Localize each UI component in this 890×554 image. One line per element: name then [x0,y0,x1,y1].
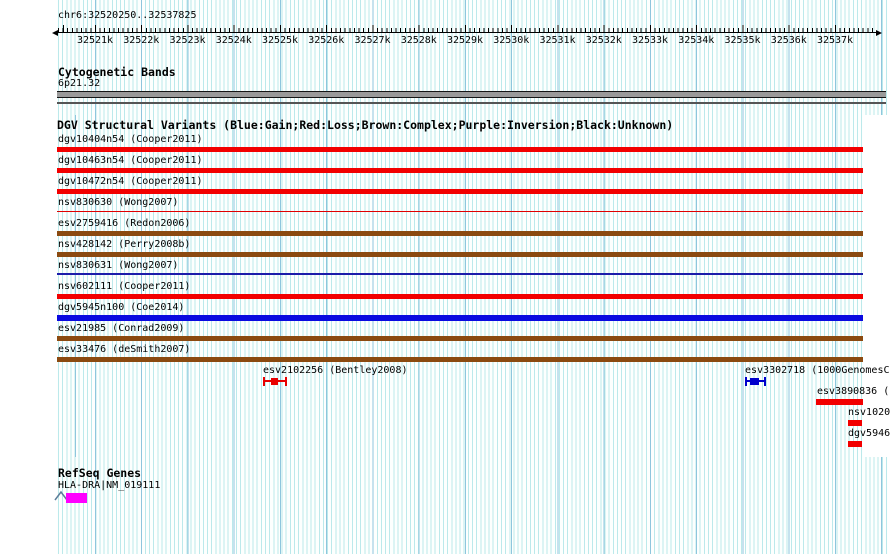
variant-label: esv33476 (deSmith2007) [58,344,191,355]
ruler-tick-label: 32531k [539,35,576,46]
variant-bar[interactable] [57,252,863,257]
variant-bar[interactable] [57,357,863,362]
refseq-section-title: RefSeq Genes [58,466,142,480]
range-glyph-capR [764,377,766,386]
variant-label: esv3890836 ( [817,386,890,397]
ruler-tick-label: 32528k [400,35,437,46]
variant-label: esv2102256 (Bentley2008) [263,365,408,376]
range-glyph-capL [263,377,265,386]
cytoband-section-title: Cytogenetic Bands [58,65,176,79]
ruler-tick-label: 32525k [261,35,299,46]
variant-bar[interactable] [57,147,863,152]
grid-background-genes [57,457,888,554]
gene-name-label: HLA-DRA|NM_019111 [58,480,161,491]
variant-bar[interactable] [57,189,863,194]
ruler-tick-label: 32527k [354,35,391,46]
gene-intron-caret-icon [54,490,68,501]
variant-label: dgv10463n54 (Cooper2011) [58,155,203,166]
variant-bar[interactable] [57,336,863,341]
variant-label: esv2759416 (Redon2006) [58,218,191,229]
variant-bar[interactable] [57,168,863,173]
ruler-tick-label: 32522k [123,35,160,46]
ruler-tick-label: 32534k [678,35,715,46]
variant-bar[interactable] [57,231,863,236]
ruler-tick-label: 32537k [816,35,854,46]
range-glyph-capL [745,377,747,386]
variant-bar[interactable] [848,441,862,447]
variant-bar[interactable] [57,273,863,275]
variant-bar[interactable] [57,315,863,321]
variant-label: nsv830630 (Wong2007) [58,197,179,208]
variant-range-glyph[interactable] [263,377,287,386]
variant-label: nsv428142 (Perry2008b) [58,239,191,250]
ruler-right-arrow-icon [876,30,882,36]
variant-label: esv21985 (Conrad2009) [58,323,185,334]
dgv-section-title: DGV Structural Variants (Blue:Gain;Red:L… [57,118,674,132]
ruler-tick-label: 32535k [724,35,761,46]
variant-bar[interactable] [848,420,862,426]
variant-label: dgv10472n54 (Cooper2011) [58,176,203,187]
variant-bar[interactable] [816,399,863,405]
variant-label: nsv830631 (Wong2007) [58,260,179,271]
variant-label: nsv602111 (Cooper2011) [58,281,191,292]
variant-bar[interactable] [57,211,863,212]
range-glyph-cbox [271,378,278,385]
ruler-left-arrow-icon [52,30,58,36]
variant-label: nsv1020 [848,407,890,418]
variant-label: dgv5945n100 (Coe2014) [58,302,185,313]
ruler-tick-label: 32532k [585,35,622,46]
range-glyph-cbox [750,378,759,385]
ruler-tick-label: 32521k [76,35,114,46]
cytoband-name: 6p21.32 [58,78,101,89]
range-glyph-capR [285,377,287,386]
ruler-major-ticks [58,25,876,33]
ruler-tick-label: 32529k [446,35,484,46]
ruler-tick-label: 32533k [631,35,669,46]
gene-exon-glyph[interactable] [66,493,87,503]
variant-label: dgv5946 [848,428,890,439]
variant-bar[interactable] [57,294,863,299]
ruler-tick-label: 32536k [770,35,807,46]
region-coordinates: chr6:32520250..32537825 [58,10,197,21]
cytoband-baseline [57,102,886,104]
cytoband-bar[interactable] [57,91,886,98]
ruler-tick-label: 32524k [215,35,252,46]
ruler-tick-label: 32526k [308,35,345,46]
variant-label: esv3302718 (1000GenomesC [745,365,890,376]
variant-label: dgv10404n54 (Cooper2011) [58,134,203,145]
ruler-tick-label: 32530k [493,35,530,46]
variant-range-glyph[interactable] [745,377,766,386]
ruler-tick-label: 32523k [169,35,206,46]
